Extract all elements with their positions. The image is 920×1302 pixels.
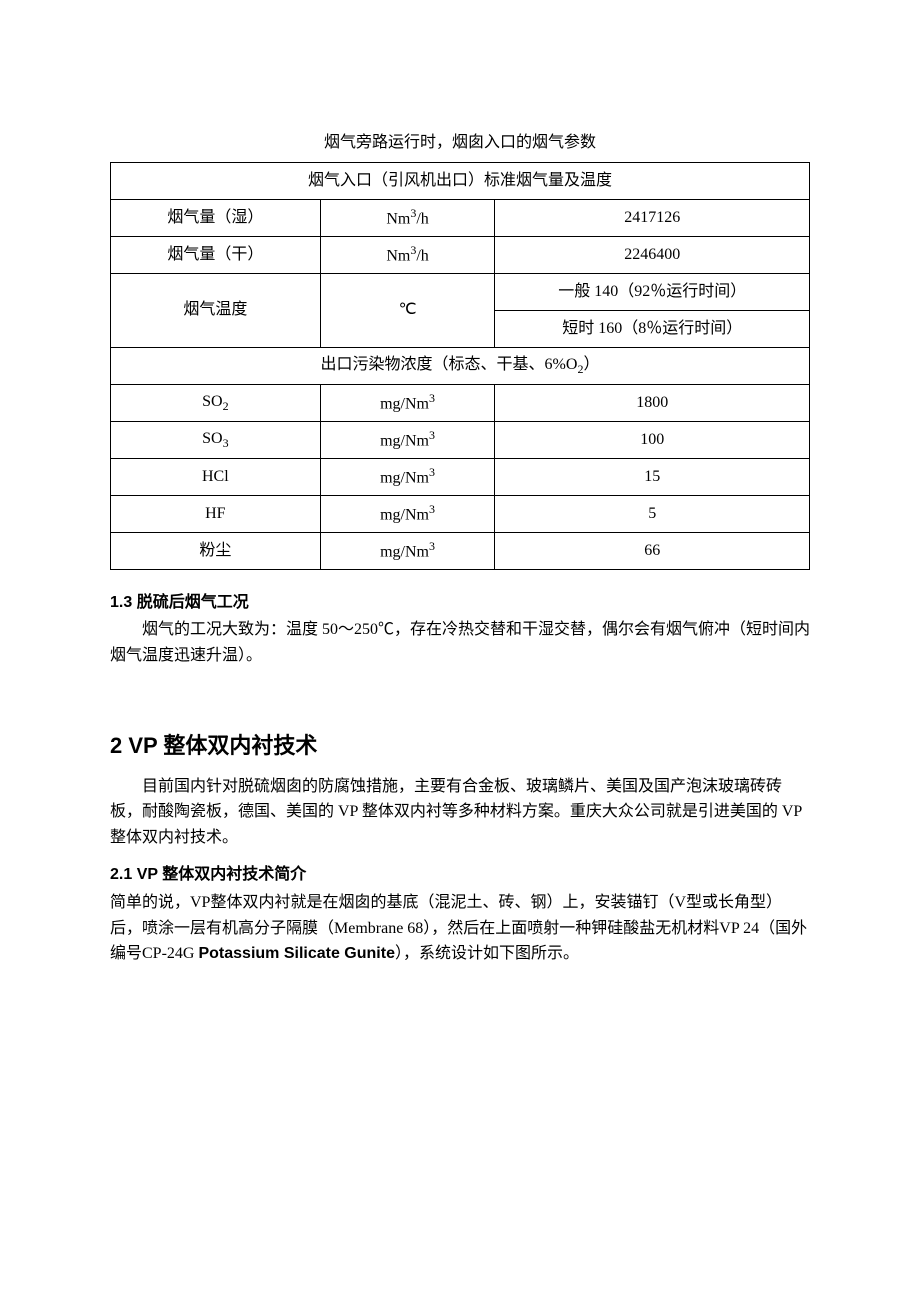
cell-unit: Nm3/h <box>320 236 495 273</box>
table-section-header-2: 出口污染物浓度（标态、干基、6%O2） <box>111 347 810 384</box>
section-1-3-heading: 1.3 脱硫后烟气工况 <box>110 590 810 616</box>
cell-value: 2417126 <box>495 199 810 236</box>
section-2-heading: 2 VP 整体双内衬技术 <box>110 728 810 763</box>
cell-unit: mg/Nm3 <box>320 421 495 458</box>
cell-value: 100 <box>495 421 810 458</box>
cell-unit: mg/Nm3 <box>320 384 495 421</box>
table-title: 烟气旁路运行时，烟囱入口的烟气参数 <box>110 130 810 156</box>
page-container: 烟气旁路运行时，烟囱入口的烟气参数 烟气入口（引风机出口）标准烟气量及温度 烟气… <box>0 0 920 1302</box>
cell-value: 5 <box>495 495 810 532</box>
section-2-1-heading: 2.1 VP 整体双内衬技术简介 <box>110 862 810 888</box>
table-row: HF mg/Nm3 5 <box>111 495 810 532</box>
table-row: 烟气量（湿） Nm3/h 2417126 <box>111 199 810 236</box>
section-2-1-paragraph: 简单的说，VP整体双内衬就是在烟囱的基底（混泥土、砖、钢）上，安装锚钉（V型或长… <box>110 890 810 967</box>
cell-label: 粉尘 <box>111 532 321 569</box>
section-1-3-paragraph: 烟气的工况大致为：温度 50～250℃，存在冷热交替和干湿交替，偶尔会有烟气俯冲… <box>110 617 810 668</box>
cell-label: HCl <box>111 458 321 495</box>
table-row: 烟气温度 ℃ 一般 140（92％运行时间） <box>111 273 810 310</box>
cell-label: HF <box>111 495 321 532</box>
table-row: HCl mg/Nm3 15 <box>111 458 810 495</box>
cell-unit: mg/Nm3 <box>320 458 495 495</box>
table-row: 烟气量（干） Nm3/h 2246400 <box>111 236 810 273</box>
cell-label: SO2 <box>111 384 321 421</box>
section-2-paragraph: 目前国内针对脱硫烟囱的防腐蚀措施，主要有合金板、玻璃鳞片、美国及国产泡沫玻璃砖砖… <box>110 774 810 851</box>
cell-unit: mg/Nm3 <box>320 532 495 569</box>
cell-label: 烟气量（干） <box>111 236 321 273</box>
table-row: 粉尘 mg/Nm3 66 <box>111 532 810 569</box>
cell-value: 66 <box>495 532 810 569</box>
cell-unit: mg/Nm3 <box>320 495 495 532</box>
cell-value: 1800 <box>495 384 810 421</box>
cell-label: SO3 <box>111 421 321 458</box>
table-row: SO3 mg/Nm3 100 <box>111 421 810 458</box>
table-row: SO2 mg/Nm3 1800 <box>111 384 810 421</box>
flue-gas-parameters-table: 烟气入口（引风机出口）标准烟气量及温度 烟气量（湿） Nm3/h 2417126… <box>110 162 810 570</box>
cell-label: 烟气量（湿） <box>111 199 321 236</box>
cell-value: 短时 160（8％运行时间） <box>495 310 810 347</box>
table-section-header-1: 烟气入口（引风机出口）标准烟气量及温度 <box>111 162 810 199</box>
cell-value: 2246400 <box>495 236 810 273</box>
cell-unit: Nm3/h <box>320 199 495 236</box>
cell-value: 一般 140（92％运行时间） <box>495 273 810 310</box>
cell-unit: ℃ <box>320 273 495 347</box>
cell-value: 15 <box>495 458 810 495</box>
cell-label: 烟气温度 <box>111 273 321 347</box>
